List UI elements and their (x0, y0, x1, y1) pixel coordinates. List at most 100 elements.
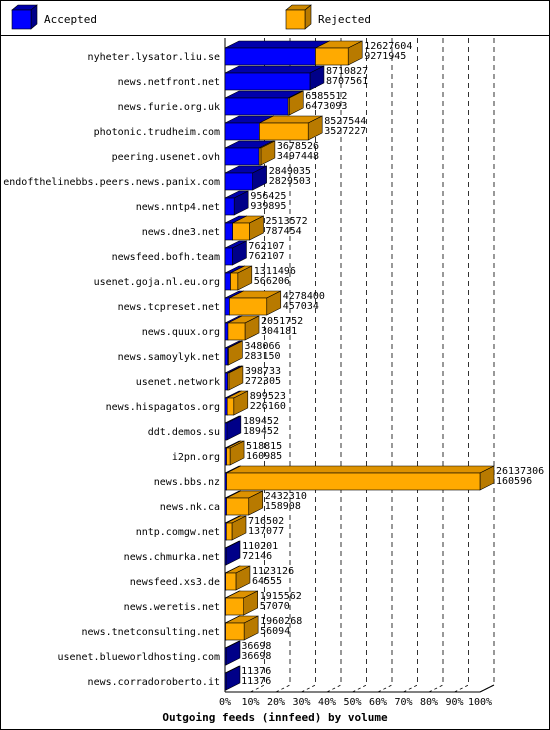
bar-accepted (224, 665, 241, 691)
bar-accepted-front (224, 197, 235, 216)
bar-accepted-front (224, 172, 253, 191)
bar-accepted-front (224, 322, 229, 341)
bar-rejected (226, 390, 249, 416)
bar-rejected (226, 465, 495, 491)
value-label-total: 398733 (245, 366, 281, 377)
row-label: news.weretis.net (124, 602, 220, 613)
bar-rejected (225, 615, 259, 641)
value-label-total: 1960268 (260, 616, 302, 627)
row-label: usenet.blueworldhosting.com (57, 652, 220, 663)
bar-accepted-front (224, 647, 227, 666)
value-label-accepted: 457034 (283, 301, 319, 312)
x-tick-label: 40% (318, 697, 336, 708)
value-label-accepted: 2829503 (269, 176, 311, 187)
x-tick-label: 90% (445, 697, 463, 708)
value-label-accepted: 160596 (496, 476, 532, 487)
bar-rejected-top (226, 465, 495, 474)
value-label-total: 8527544 (324, 116, 366, 127)
bar-rejected-front (227, 372, 230, 391)
bar-rejected-front (226, 522, 233, 541)
legend-swatch-accepted (11, 4, 38, 30)
bar-rejected-front (226, 447, 231, 466)
bar-rejected-front (225, 572, 237, 591)
value-label-accepted: 762107 (248, 251, 284, 262)
value-label-accepted: 11376 (241, 676, 271, 687)
row-label: news.tcpreset.net (118, 302, 220, 313)
bar-accepted-front (224, 247, 233, 266)
value-label-total: 26137306 (496, 466, 544, 477)
value-label-accepted: 72146 (242, 551, 272, 562)
value-label-total: 518815 (246, 441, 282, 452)
value-label-total: 762107 (248, 241, 284, 252)
row-label: news.nntp4.net (136, 202, 220, 213)
value-label-total: 1311496 (254, 266, 296, 277)
value-label-accepted: 283150 (244, 351, 280, 362)
row-label: newsfeed.bofh.team (112, 252, 220, 263)
value-label-total: 2432310 (265, 491, 307, 502)
value-label-accepted: 160985 (246, 451, 282, 462)
bar-accepted-front (224, 272, 231, 291)
row-label: news.nk.ca (160, 502, 220, 513)
value-label-total: 8710827 (326, 66, 368, 77)
bar-accepted (224, 65, 325, 91)
gridline-depth (428, 684, 444, 693)
bar-rejected-front (225, 622, 245, 641)
x-tick-label: 50% (343, 697, 361, 708)
gridline-depth (454, 684, 469, 693)
row-label: endofthelinebbs.peers.news.panix.com (3, 177, 220, 188)
bar-rejected-front (227, 347, 229, 366)
bar-accepted (224, 415, 242, 441)
row-label: nyheter.lysator.liu.se (88, 52, 220, 63)
x-tick-label: 30% (292, 697, 310, 708)
value-label-total: 2849035 (269, 166, 311, 177)
value-label-total: 1915562 (260, 591, 302, 602)
gridline-depth (352, 684, 367, 693)
row-label: peering.usenet.ovh (112, 152, 220, 163)
chart-title: Outgoing feeds (innfeed) by volume (162, 711, 388, 724)
bar-accepted-front (224, 122, 260, 141)
value-label-total: 2051752 (261, 316, 303, 327)
legend-label-accepted: Accepted (44, 13, 97, 26)
value-label-total: 956425 (250, 191, 286, 202)
bar-rejected (229, 290, 282, 316)
bar-rejected (227, 365, 244, 391)
bar-rejected-front (226, 397, 235, 416)
bar-accepted-top (224, 65, 325, 74)
value-label-accepted: 304181 (261, 326, 297, 337)
value-label-accepted: 56094 (260, 626, 290, 637)
bar-rejected (225, 590, 258, 616)
row-label: news.corradoroberto.it (88, 677, 220, 688)
bar-accepted (224, 190, 249, 216)
bar-rejected (258, 140, 276, 166)
bar-accepted (224, 540, 241, 566)
bar-accepted-front (224, 547, 227, 566)
row-label: photonic.trudheim.com (94, 127, 220, 138)
x-tick-label: 20% (267, 697, 285, 708)
bar-rejected-front (258, 147, 262, 166)
gridline-depth (377, 684, 393, 693)
bar-accepted-front (224, 72, 311, 91)
bar-rejected-front (225, 597, 244, 616)
gridline-depth (275, 684, 291, 693)
value-label-accepted: 189452 (243, 426, 279, 437)
value-label-accepted: 272305 (245, 376, 281, 387)
bar-accepted-front (224, 397, 228, 416)
value-label-accepted: 137077 (248, 526, 284, 537)
row-label: news.furie.org.uk (118, 102, 220, 113)
bar-rejected (259, 115, 323, 141)
value-label-total: 348066 (244, 341, 280, 352)
bar-rejected (230, 265, 253, 291)
bar-accepted (224, 40, 330, 66)
gridline-depth (250, 684, 265, 693)
row-label: newsfeed.xs3.de (130, 577, 220, 588)
row-label: news.quux.org (142, 327, 220, 338)
legend: Accepted Rejected (11, 4, 371, 30)
value-label-accepted: 9271945 (364, 51, 406, 62)
bar-rejected-front (230, 272, 239, 291)
bar-rejected (227, 315, 260, 341)
row-label: news.netfront.net (118, 77, 220, 88)
x-tick-label: 10% (241, 697, 259, 708)
value-label-accepted: 566206 (254, 276, 290, 287)
value-label-total: 110201 (242, 541, 278, 552)
